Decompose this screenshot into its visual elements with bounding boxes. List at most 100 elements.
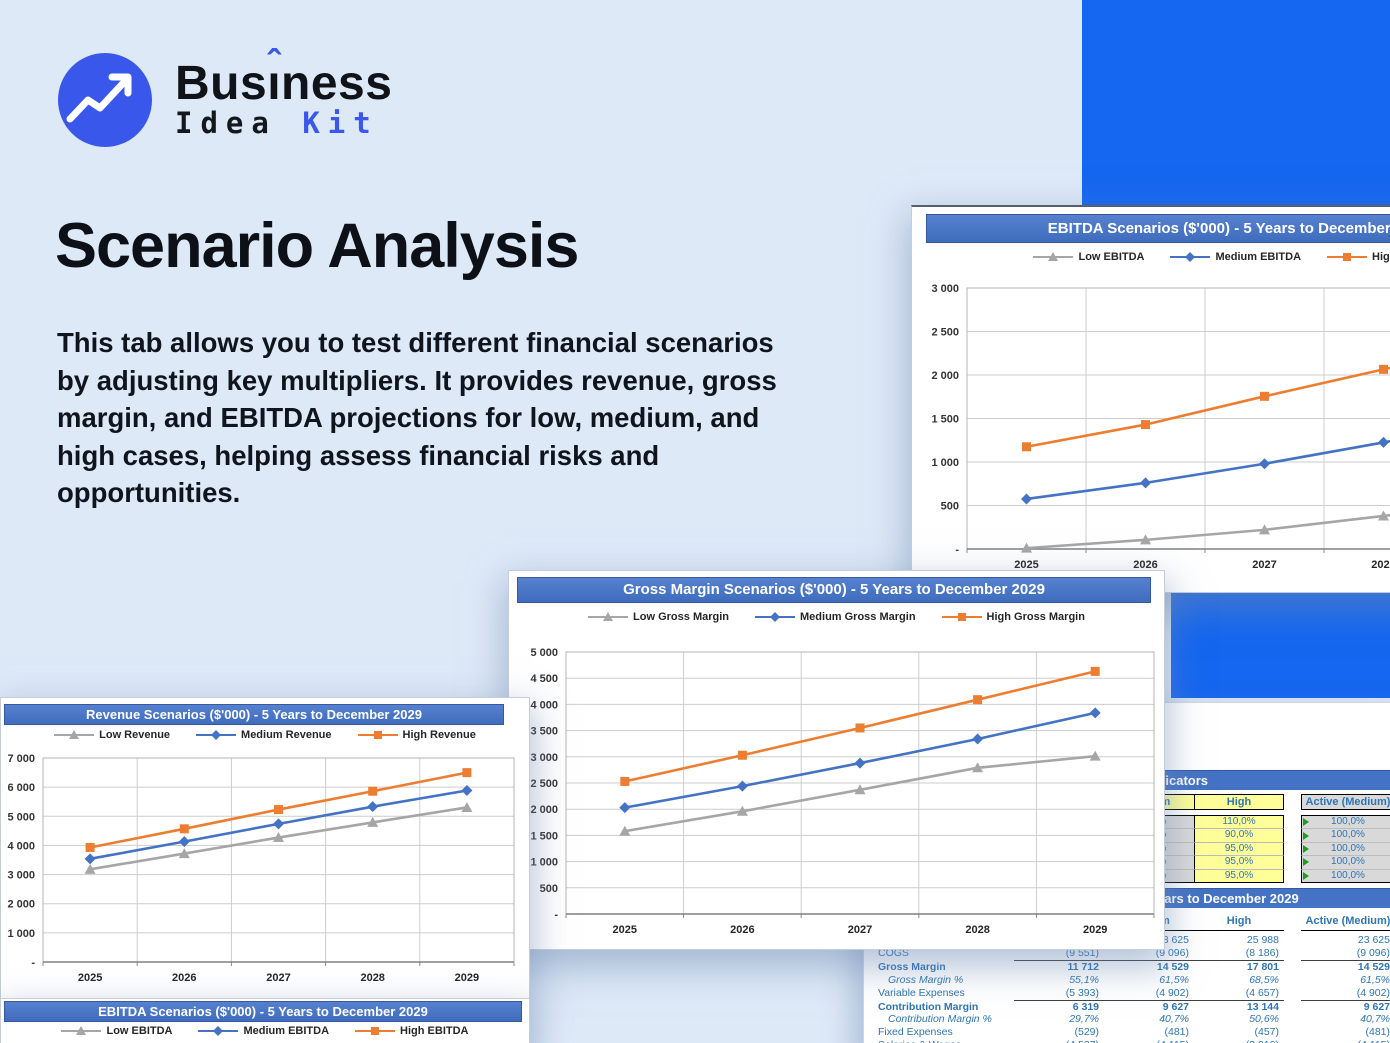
revenue-plot: - 1 000 2 000 3 000 4 000 5 000 6 000 7 000 2025… [7, 753, 515, 984]
svg-text:-: - [955, 544, 959, 556]
output-cell-high: 68,5% [1249, 973, 1279, 986]
output-cell-high: 17 801 [1246, 960, 1279, 973]
chart-panel-ebitda-top: EBITDA Scenarios ($'000) - 5 Years to De… [911, 205, 1390, 593]
chart-legend: Low Revenue Medium Revenue High Revenue [1, 729, 529, 741]
diamond-marker-icon [1170, 252, 1211, 262]
output-cell-low: 11 712 [1067, 960, 1099, 973]
output-cell-active: (4 115) [1301, 1039, 1390, 1043]
output-cell-high: 25 988 [1246, 934, 1279, 947]
output-cell-medium: 40,7% [1159, 1013, 1189, 1026]
output-row-gross-margin: Gross Margin 11 712 14 529 17 801 14 529 [878, 961, 1390, 974]
svg-text:2028: 2028 [360, 972, 384, 984]
output-cell-medium: (481) [1164, 1026, 1189, 1039]
output-col-header-active: Active (Medium) [1301, 914, 1390, 932]
legend-item: High EBITDA [1327, 251, 1390, 263]
svg-text:6 000: 6 000 [7, 782, 35, 794]
svg-text:3 500: 3 500 [530, 726, 558, 738]
triangle-marker-icon [54, 730, 95, 739]
output-cell-low: 55,1% [1069, 973, 1099, 986]
output-row-contribution-margin: Contribution Margin 6 319 9 627 13 144 9 627 [878, 1001, 1390, 1014]
diamond-marker-icon [755, 612, 796, 622]
page-title: Scenario Analysis [55, 211, 579, 281]
active-col-header: Active (Medium) [1301, 794, 1390, 810]
svg-text:1 500: 1 500 [931, 414, 959, 426]
svg-text:3 000: 3 000 [931, 283, 959, 295]
page-description: This tab allows you to test different fi… [57, 327, 777, 508]
mult-cell-active[interactable]: 100,0% [1301, 856, 1390, 870]
diamond-marker-icon [198, 1026, 239, 1036]
decorative-blue-rect-mid [1171, 589, 1390, 698]
output-cell-active: 23 625 [1357, 934, 1390, 947]
svg-text:2029: 2029 [455, 972, 479, 984]
triangle-marker-icon [61, 1026, 102, 1035]
mult-cell-active[interactable]: 100,0% [1301, 842, 1390, 857]
square-marker-icon [357, 731, 398, 739]
mult-cell-high[interactable]: 95,0% [1194, 856, 1284, 870]
svg-text:2026: 2026 [730, 924, 754, 936]
diamond-marker-icon [196, 730, 237, 740]
chart-panel-gross-margin: Gross Margin Scenarios ($'000) - 5 Years… [508, 570, 1165, 950]
svg-text:2026: 2026 [1133, 559, 1157, 571]
mult-cell-high[interactable]: 110,0% [1194, 815, 1284, 830]
svg-text:2 000: 2 000 [7, 899, 35, 911]
accent-caret: ˆ [267, 41, 281, 86]
chart-legend: Low Gross Margin Medium Gross Margin High … [509, 611, 1164, 623]
output-cell-high: (4 657) [1194, 987, 1284, 1001]
chart-title-bar: Gross Margin Scenarios ($'000) - 5 Years… [517, 577, 1151, 603]
mult-cell-high[interactable]: 95,0% [1194, 842, 1284, 857]
trend-arrow-icon [58, 53, 152, 147]
output-cell-low: (529) [1074, 1026, 1099, 1039]
svg-text:4 500: 4 500 [530, 673, 558, 685]
svg-text:2026: 2026 [172, 972, 196, 984]
svg-text:2025: 2025 [613, 924, 637, 936]
svg-text:4 000: 4 000 [530, 699, 558, 711]
mult-cell-active[interactable]: 100,0% [1301, 815, 1390, 830]
chart-panel-revenue: Revenue Scenarios ($'000) - 5 Years to D… [0, 697, 530, 999]
chart-title-bar: Revenue Scenarios ($'000) - 5 Years to D… [4, 704, 504, 725]
square-marker-icon [1327, 253, 1368, 261]
legend-item: Low Revenue [54, 729, 170, 741]
mult-cell-high[interactable]: 90,0% [1194, 829, 1284, 843]
output-cell-active: (481) [1365, 1026, 1390, 1039]
output-row-fixed-expenses: Fixed Expenses (529) (481) (457) (481) [878, 1026, 1390, 1039]
chart-title-bar: EBITDA Scenarios ($'000) - 5 Years to De… [4, 1001, 522, 1022]
svg-text:1 000: 1 000 [931, 457, 959, 469]
output-row-gross-margin-: Gross Margin % 55,1% 61,5% 68,5% 61,5% [878, 974, 1390, 987]
svg-text:2028: 2028 [965, 924, 989, 936]
output-cell-high: 50,6% [1249, 1013, 1279, 1026]
decorative-blue-rect-top [1082, 0, 1390, 208]
svg-text:2028: 2028 [1371, 559, 1390, 571]
output-cell-low: (4 527) [1014, 1039, 1104, 1043]
legend-item: High EBITDA [355, 1025, 469, 1037]
svg-text:2 000: 2 000 [931, 370, 959, 382]
svg-text:2 500: 2 500 [530, 778, 558, 790]
mult-cell-high[interactable]: 95,0% [1194, 869, 1284, 884]
output-row-contribution-margin-: Contribution Margin % 29,7% 40,7% 50,6% 40,7… [878, 1013, 1390, 1026]
legend-item: Medium Revenue [196, 729, 332, 741]
svg-text:2027: 2027 [266, 972, 290, 984]
svg-text:1 000: 1 000 [7, 928, 35, 940]
output-cell-active: 14 529 [1357, 960, 1390, 973]
svg-text:1 500: 1 500 [530, 830, 558, 842]
output-col-header-high: High [1194, 914, 1284, 932]
gross-margin-plot: - 500 1 000 1 500 2 000 2 500 3 000 3 500 4 000 4… [530, 647, 1155, 936]
mult-cell-active[interactable]: 100,0% [1301, 829, 1390, 843]
svg-text:2029: 2029 [1083, 924, 1107, 936]
output-cell-medium: (4 902) [1104, 987, 1194, 1001]
output-cell-active: (4 902) [1301, 987, 1390, 1001]
output-row-variable-expenses: Variable Expenses (5 393) (4 902) (4 657) (4… [878, 987, 1390, 1001]
output-cell-medium: 9 627 [1162, 1000, 1189, 1013]
brand-word-business: Busı ˆ ness [175, 41, 393, 110]
brand-logo: Busı ˆ ness Idea Kit [57, 41, 393, 148]
legend-item: High Gross Margin [941, 611, 1085, 623]
svg-text:3 000: 3 000 [530, 752, 558, 764]
ebitda-top-plot: - 500 1 000 1 500 2 000 2 500 3 000 2025 2026 202… [931, 283, 1390, 571]
chart-legend: Low EBITDA Medium EBITDA High EBITDA [912, 251, 1390, 263]
output-cell-medium: (4 115) [1104, 1039, 1194, 1043]
square-marker-icon [941, 613, 982, 621]
mult-cell-active[interactable]: 100,0% [1301, 869, 1390, 884]
output-cell-active: 9 627 [1363, 1000, 1390, 1013]
legend-item: Medium Gross Margin [755, 611, 916, 623]
legend-item: Low Gross Margin [588, 611, 729, 623]
